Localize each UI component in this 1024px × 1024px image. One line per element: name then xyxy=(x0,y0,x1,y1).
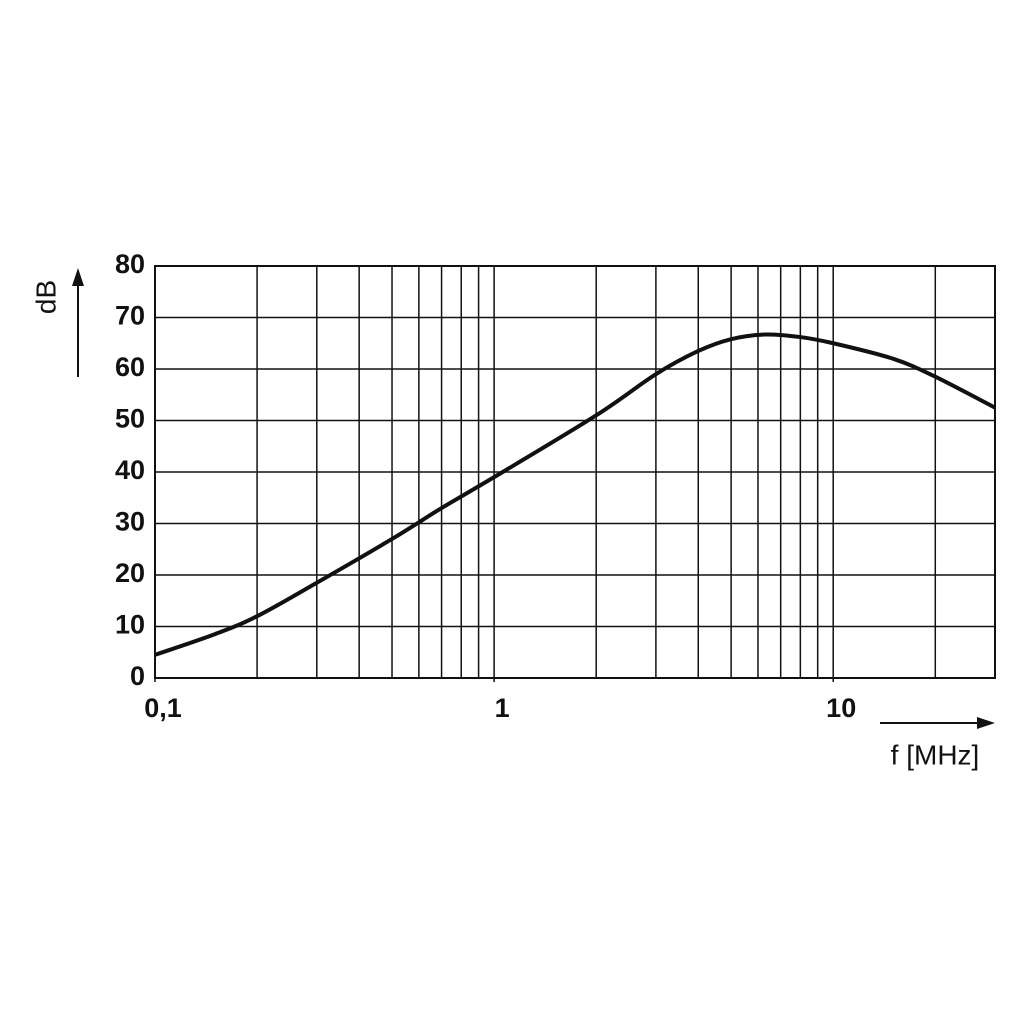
y-tick-label: 70 xyxy=(115,301,145,331)
y-tick-label: 0 xyxy=(130,661,145,691)
x-tick-label: 1 xyxy=(495,693,510,723)
x-tick-label: 10 xyxy=(826,693,856,723)
y-tick-label: 10 xyxy=(115,610,145,640)
y-tick-label: 50 xyxy=(115,404,145,434)
x-axis-label: f [MHz] xyxy=(891,739,980,770)
y-axis-label: dB xyxy=(30,280,61,314)
y-axis-arrowhead xyxy=(72,268,84,286)
y-tick-label: 30 xyxy=(115,507,145,537)
x-axis-arrowhead xyxy=(977,717,995,729)
y-tick-label: 60 xyxy=(115,352,145,382)
x-tick-label: 0,1 xyxy=(144,693,182,723)
y-tick-label: 40 xyxy=(115,455,145,485)
y-tick-label: 20 xyxy=(115,558,145,588)
y-tick-label: 80 xyxy=(115,249,145,279)
data-line xyxy=(154,332,996,657)
